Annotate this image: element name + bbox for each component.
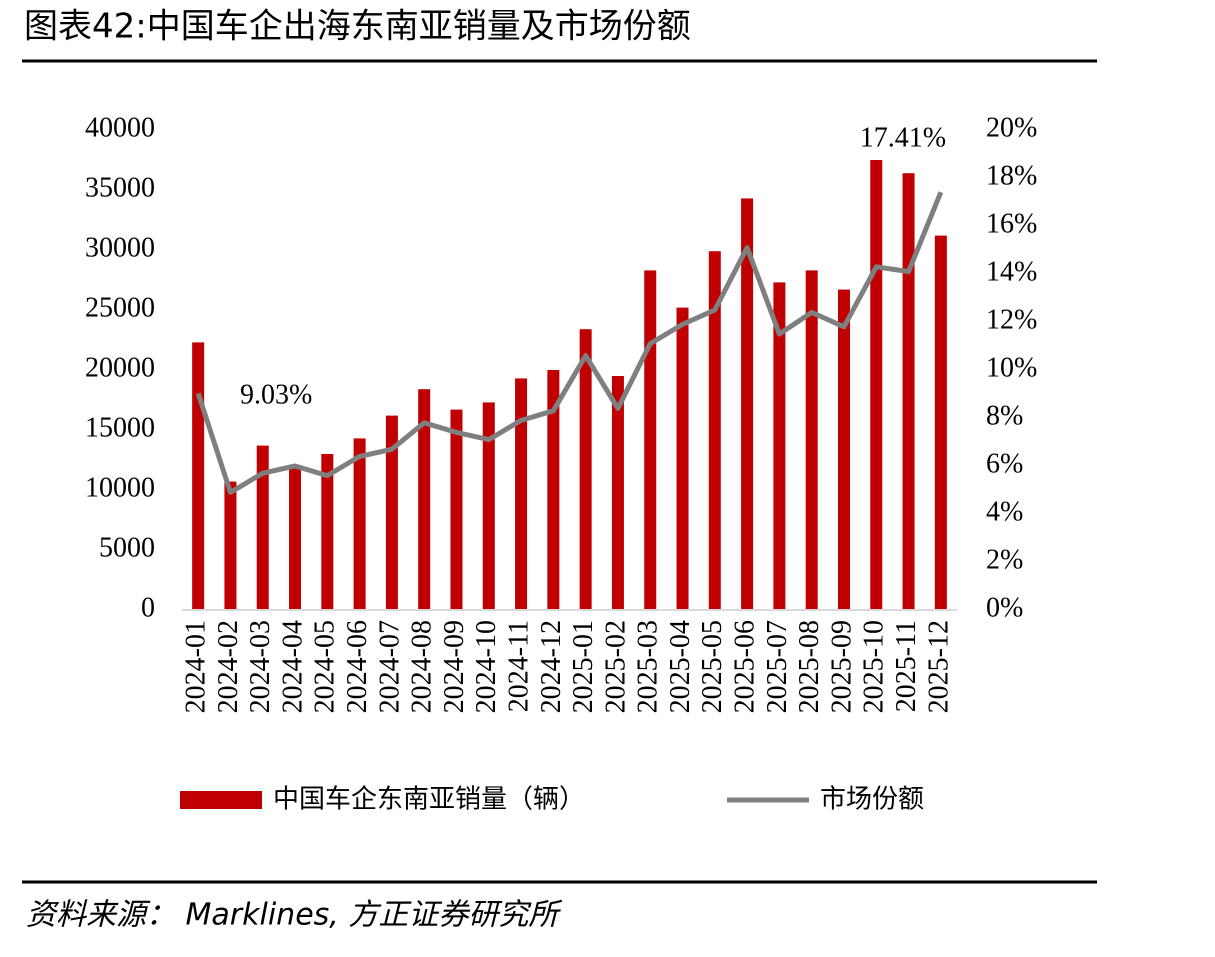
x-tick-label: 2024-05 — [310, 620, 341, 713]
y-tick-label: 40000 — [85, 112, 155, 143]
x-tick-label: 2025-02 — [600, 620, 631, 713]
bar — [515, 378, 528, 610]
y-tick-label: 15000 — [85, 412, 155, 443]
y-tick-label: 35000 — [85, 172, 155, 203]
y-tick-label: 5000 — [99, 532, 155, 563]
x-tick-label: 2025-10 — [859, 620, 890, 713]
line — [195, 191, 944, 495]
x-tick-label: 2024-01 — [181, 620, 212, 713]
bar — [224, 481, 237, 610]
bar — [353, 438, 366, 610]
y2-tick-label: 18% — [986, 160, 1037, 191]
bar — [870, 160, 883, 610]
legend-swatch — [180, 791, 262, 809]
x-tick-label: 2024-08 — [407, 620, 438, 713]
source-note: 资料来源： Marklines, 方正证券研究所 — [26, 898, 562, 933]
bar — [644, 270, 657, 610]
bar — [418, 389, 431, 610]
y-tick-label: 25000 — [85, 292, 155, 323]
x-tick-label: 2024-10 — [471, 620, 502, 713]
bar — [482, 402, 495, 610]
legend-label: 中国车企东南亚销量（辆） — [273, 785, 585, 815]
bar — [805, 270, 818, 610]
x-tick-label: 2025-03 — [633, 620, 664, 713]
x-tick-label: 2024-09 — [439, 620, 470, 713]
x-tick-label: 2025-01 — [568, 620, 599, 713]
y2-tick-label: 8% — [986, 400, 1023, 431]
bar — [741, 198, 754, 610]
bar — [256, 445, 269, 610]
y-tick-label: 0 — [141, 592, 155, 623]
x-tick-label: 2025-05 — [697, 620, 728, 713]
data-label: 17.41% — [860, 122, 946, 153]
y2-tick-label: 2% — [986, 544, 1023, 575]
y-tick-label: 10000 — [85, 472, 155, 503]
x-tick-label: 2025-12 — [923, 620, 954, 713]
bar — [579, 329, 592, 610]
y-tick-label: 30000 — [85, 232, 155, 263]
y2-tick-label: 0% — [986, 592, 1023, 623]
y2-tick-label: 20% — [986, 112, 1037, 143]
bar — [547, 370, 560, 610]
bar — [611, 376, 624, 610]
x-tick-label: 2024-02 — [213, 620, 244, 713]
bar — [676, 307, 689, 610]
bar — [902, 173, 915, 610]
bar — [773, 282, 786, 610]
bar — [837, 289, 850, 610]
x-tick-label: 2025-06 — [730, 620, 761, 713]
y2-tick-label: 12% — [986, 304, 1037, 335]
bar — [289, 467, 302, 610]
bar — [192, 342, 205, 610]
x-tick-label: 2024-11 — [503, 620, 534, 712]
x-tick-label: 2024-06 — [342, 620, 373, 713]
legend-label: 市场份额 — [820, 785, 924, 815]
bar — [708, 251, 721, 610]
bar — [321, 454, 334, 610]
y2-tick-label: 6% — [986, 448, 1023, 479]
y2-tick-label: 10% — [986, 352, 1037, 383]
y2-tick-label: 4% — [986, 496, 1023, 527]
x-tick-label: 2024-04 — [277, 620, 308, 713]
data-label: 9.03% — [240, 380, 312, 411]
bar — [934, 235, 947, 610]
x-tick-label: 2024-03 — [245, 620, 276, 713]
x-tick-label: 2025-09 — [826, 620, 857, 713]
x-tick-label: 2025-07 — [762, 620, 793, 713]
x-tick-label: 2025-04 — [665, 620, 696, 713]
x-tick-label: 2025-08 — [794, 620, 825, 713]
x-tick-label: 2024-07 — [374, 620, 405, 713]
x-tick-label: 2024-12 — [536, 620, 567, 713]
bar — [450, 409, 463, 610]
x-tick-label: 2025-11 — [891, 620, 922, 712]
page-title: 图表42:中国车企出海东南亚销量及市场份额 — [24, 7, 691, 47]
y2-tick-label: 14% — [986, 256, 1037, 287]
y2-tick-label: 16% — [986, 208, 1037, 239]
bar — [385, 415, 398, 610]
y-tick-label: 20000 — [85, 352, 155, 383]
